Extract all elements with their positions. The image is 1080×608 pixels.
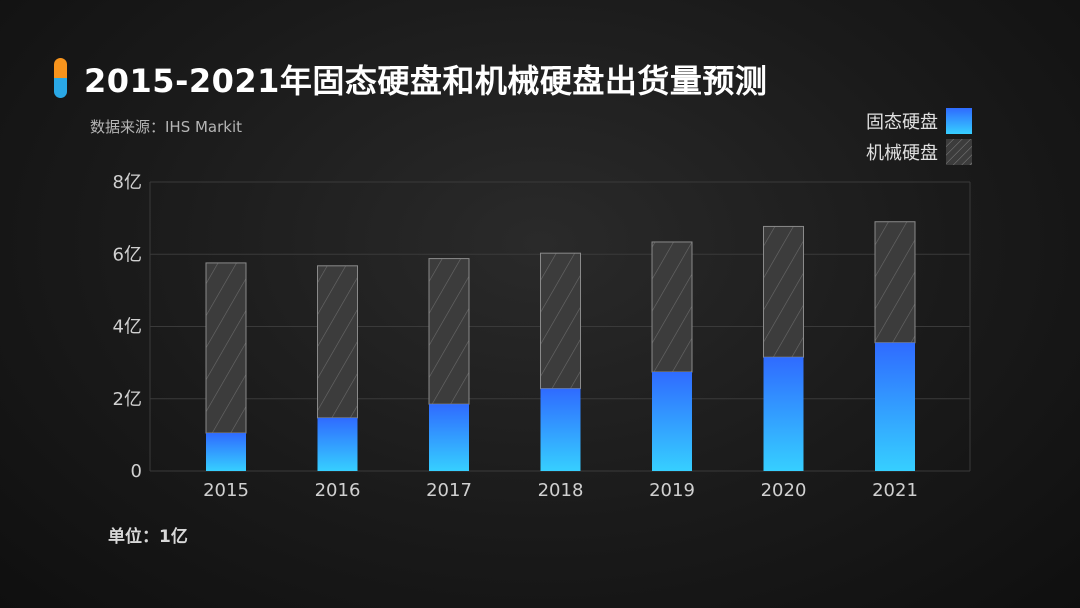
legend-label-ssd: 固态硬盘 [866,112,938,133]
bar-ssd-2019 [652,372,692,471]
bar-ssd-2017 [429,404,469,471]
bar-hdd-2019 [651,241,693,373]
bar-ssd-2018 [540,388,581,471]
y-tick-label-0: 0 [131,461,142,482]
bar-hdd-2020 [763,225,804,358]
legend-item-hdd: 机械硬盘 [866,139,972,165]
bar-hdd-2017 [428,258,470,405]
y-tick-label-4: 8亿 [113,172,142,193]
x-tick-label-2021: 2021 [872,480,918,501]
x-tick-label-2015: 2015 [203,480,249,501]
legend-item-ssd: 固态硬盘 [866,108,972,134]
bars [205,221,916,471]
bar-hdd-2015 [205,262,247,434]
y-axis-ticks: 0 2亿 4亿 6亿 8亿 [113,172,142,482]
unit-note: 单位：1亿 [108,527,188,547]
title-accent-mark [54,58,67,98]
x-tick-label-2016: 2016 [315,480,361,501]
y-tick-label-3: 6亿 [113,244,142,265]
legend-swatch-hdd [946,139,972,165]
x-tick-label-2019: 2019 [649,480,695,501]
bar-hdd-2021 [874,221,916,344]
x-tick-label-2017: 2017 [426,480,472,501]
bar-ssd-2020 [763,357,804,471]
data-source-note: 数据来源：IHS Markit [90,118,243,136]
bar-hdd-2018 [540,252,581,390]
x-axis-ticks: 2015 2016 2017 2018 2019 2020 2021 [203,480,918,501]
bar-hdd-2016 [317,265,358,419]
chart-legend: 固态硬盘 机械硬盘 [866,108,972,170]
legend-swatch-ssd [946,108,972,134]
y-tick-label-2: 4亿 [113,317,142,338]
x-tick-label-2020: 2020 [761,480,807,501]
x-tick-label-2018: 2018 [538,480,584,501]
bar-ssd-2015 [206,433,246,471]
bar-ssd-2021 [875,342,915,471]
chart-title: 2015-2021年固态硬盘和机械硬盘出货量预测 [84,62,768,100]
legend-label-hdd: 机械硬盘 [866,143,938,164]
bar-ssd-2016 [317,417,358,471]
y-tick-label-1: 2亿 [113,389,142,410]
